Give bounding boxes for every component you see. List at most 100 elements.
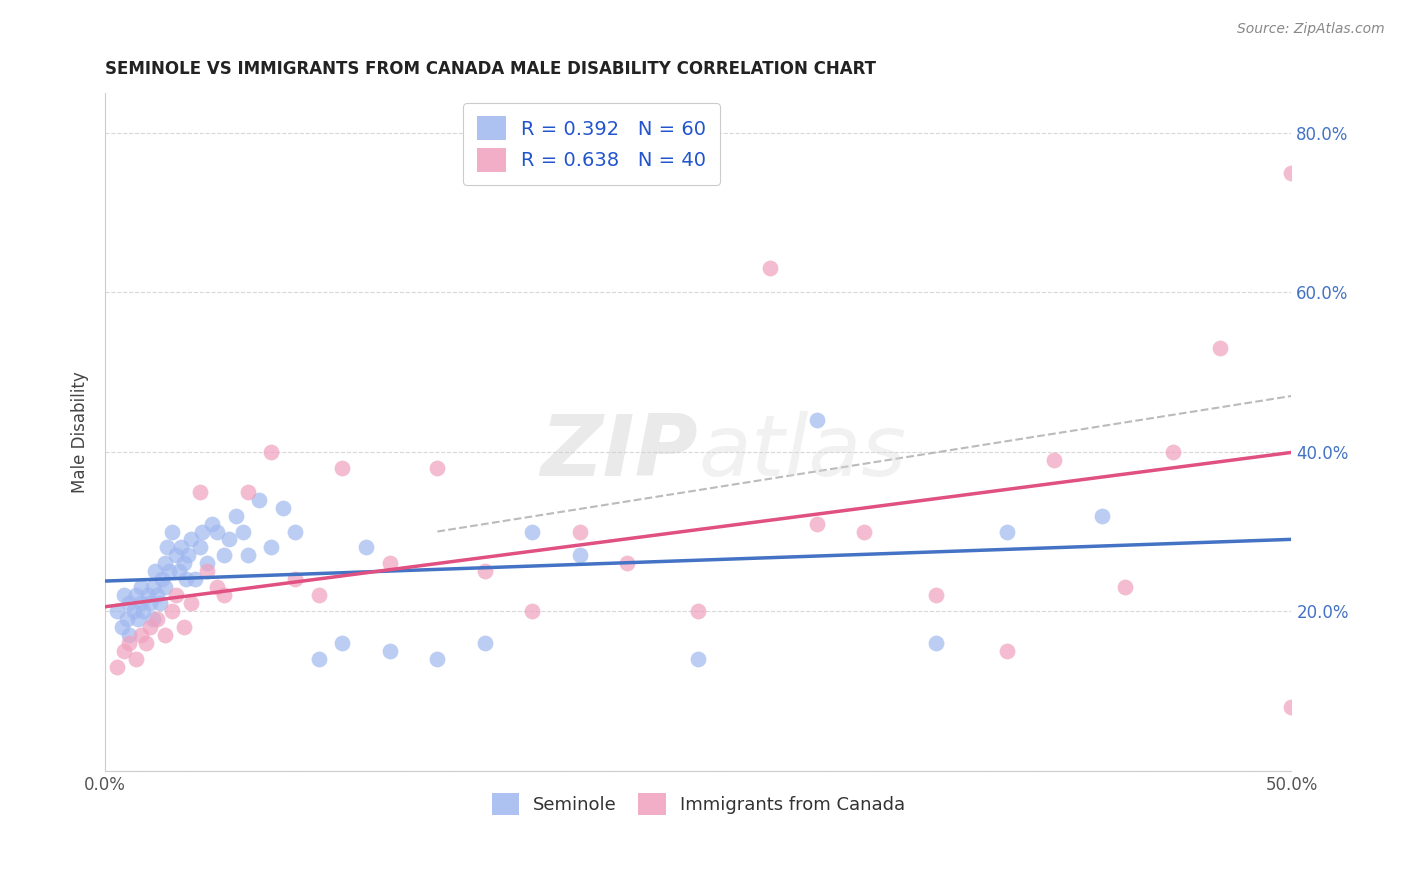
- Point: [105, 660, 128, 674]
- Point: [146, 588, 169, 602]
- Point: [149, 596, 172, 610]
- Point: [153, 580, 176, 594]
- Point: [139, 596, 162, 610]
- Point: [284, 524, 307, 539]
- Point: [1043, 452, 1066, 467]
- Point: [112, 588, 135, 602]
- Point: [758, 261, 780, 276]
- Point: [195, 557, 218, 571]
- Legend: Seminole, Immigrants from Canada: Seminole, Immigrants from Canada: [484, 786, 912, 822]
- Point: [236, 549, 259, 563]
- Point: [129, 580, 152, 594]
- Text: SEMINOLE VS IMMIGRANTS FROM CANADA MALE DISABILITY CORRELATION CHART: SEMINOLE VS IMMIGRANTS FROM CANADA MALE …: [105, 60, 876, 78]
- Point: [188, 541, 211, 555]
- Point: [118, 596, 141, 610]
- Point: [122, 604, 145, 618]
- Point: [853, 524, 876, 539]
- Point: [111, 620, 134, 634]
- Point: [218, 533, 240, 547]
- Point: [354, 541, 377, 555]
- Point: [188, 484, 211, 499]
- Point: [308, 588, 330, 602]
- Point: [165, 549, 187, 563]
- Point: [127, 612, 149, 626]
- Point: [212, 588, 235, 602]
- Point: [426, 652, 449, 666]
- Point: [378, 557, 401, 571]
- Point: [180, 596, 202, 610]
- Point: [522, 524, 544, 539]
- Point: [568, 549, 591, 563]
- Point: [271, 500, 294, 515]
- Point: [332, 460, 354, 475]
- Point: [201, 516, 224, 531]
- Point: [284, 573, 307, 587]
- Point: [1281, 700, 1303, 714]
- Point: [236, 484, 259, 499]
- Point: [118, 628, 141, 642]
- Point: [135, 636, 157, 650]
- Point: [1209, 341, 1232, 355]
- Point: [125, 652, 148, 666]
- Point: [136, 588, 159, 602]
- Point: [153, 557, 176, 571]
- Point: [806, 413, 828, 427]
- Point: [157, 565, 180, 579]
- Point: [426, 460, 449, 475]
- Point: [118, 636, 141, 650]
- Y-axis label: Male Disability: Male Disability: [72, 371, 89, 492]
- Point: [160, 604, 183, 618]
- Point: [1114, 580, 1136, 594]
- Point: [180, 533, 202, 547]
- Point: [205, 580, 228, 594]
- Point: [132, 604, 155, 618]
- Point: [129, 628, 152, 642]
- Point: [308, 652, 330, 666]
- Point: [165, 588, 187, 602]
- Point: [212, 549, 235, 563]
- Point: [522, 604, 544, 618]
- Point: [129, 596, 152, 610]
- Point: [806, 516, 828, 531]
- Point: [995, 524, 1018, 539]
- Point: [174, 573, 197, 587]
- Point: [142, 580, 165, 594]
- Point: [1281, 166, 1303, 180]
- Point: [153, 628, 176, 642]
- Point: [260, 445, 283, 459]
- Point: [125, 588, 148, 602]
- Point: [167, 565, 190, 579]
- Point: [112, 644, 135, 658]
- Point: [688, 604, 710, 618]
- Point: [1161, 445, 1184, 459]
- Point: [688, 652, 710, 666]
- Text: Source: ZipAtlas.com: Source: ZipAtlas.com: [1237, 22, 1385, 37]
- Point: [142, 612, 165, 626]
- Point: [260, 541, 283, 555]
- Text: atlas: atlas: [699, 410, 907, 493]
- Point: [170, 541, 193, 555]
- Point: [249, 492, 271, 507]
- Point: [332, 636, 354, 650]
- Point: [616, 557, 638, 571]
- Text: ZIP: ZIP: [541, 410, 699, 493]
- Point: [225, 508, 247, 523]
- Point: [156, 541, 179, 555]
- Point: [205, 524, 228, 539]
- Point: [146, 612, 169, 626]
- Point: [474, 565, 496, 579]
- Point: [995, 644, 1018, 658]
- Point: [177, 549, 200, 563]
- Point: [924, 588, 946, 602]
- Point: [378, 644, 401, 658]
- Point: [115, 612, 138, 626]
- Point: [474, 636, 496, 650]
- Point: [184, 573, 207, 587]
- Point: [191, 524, 214, 539]
- Point: [1091, 508, 1114, 523]
- Point: [924, 636, 946, 650]
- Point: [160, 524, 183, 539]
- Point: [173, 557, 195, 571]
- Point: [105, 604, 128, 618]
- Point: [139, 620, 162, 634]
